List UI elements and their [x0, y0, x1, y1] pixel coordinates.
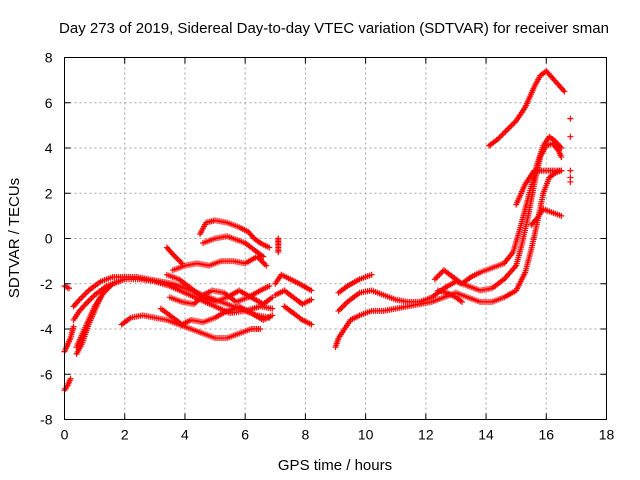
data-point [269, 294, 276, 301]
x-tick-label: 18 [599, 427, 615, 443]
data-point [178, 260, 185, 267]
x-tick-label: 14 [478, 427, 494, 443]
data-point [308, 287, 315, 294]
data-point [75, 297, 82, 304]
data-point [81, 302, 88, 309]
x-tick-label: 10 [358, 427, 374, 443]
data-point [67, 375, 74, 382]
y-tick-label: 0 [45, 231, 53, 247]
data-point [533, 216, 540, 223]
y-tick-label: -4 [40, 321, 53, 337]
data-point [263, 262, 270, 269]
chart-title: Day 273 of 2019, Sidereal Day-to-day VTE… [59, 20, 609, 37]
data-point [558, 145, 565, 151]
data-point [66, 285, 73, 292]
y-tick-label: 6 [45, 95, 53, 111]
data-point [308, 296, 315, 303]
data-point [266, 283, 273, 290]
x-axis-label: GPS time / hours [278, 457, 392, 474]
x-tick-label: 8 [301, 427, 309, 443]
data-point [70, 323, 77, 330]
data-point [269, 312, 276, 319]
data-point [567, 167, 574, 174]
y-tick-label: -8 [40, 412, 53, 428]
y-tick-label: 2 [45, 185, 53, 201]
x-tick-label: 16 [538, 427, 554, 443]
data-point [260, 253, 267, 260]
x-tick-label: 2 [121, 427, 129, 443]
data-point [257, 326, 264, 332]
y-axis-label: SDTVAR / TECUs [6, 178, 23, 298]
data-point [368, 271, 375, 278]
data-point [567, 133, 574, 140]
data-point [269, 305, 276, 312]
x-tick-label: 4 [181, 427, 189, 443]
data-point [567, 115, 574, 122]
data-point [168, 249, 175, 256]
data-point [308, 321, 315, 328]
axis-ticks: 0 2 4 6 8 10 12 14 16 18 -8 -6 -4 -2 0 2 4 6 8 [40, 50, 614, 443]
data-point [567, 178, 574, 185]
data-point [554, 145, 561, 152]
data-point [558, 167, 565, 174]
y-tick-label: 8 [45, 50, 53, 66]
data-point [458, 298, 465, 305]
data-point [558, 212, 565, 219]
data-points [61, 68, 574, 394]
x-tick-label: 0 [61, 427, 69, 443]
data-point [560, 87, 567, 94]
x-tick-label: 12 [418, 427, 434, 443]
data-point [266, 244, 273, 251]
y-tick-label: -6 [40, 366, 53, 382]
y-tick-label: -2 [40, 276, 53, 292]
data-point [557, 143, 564, 150]
x-tick-label: 6 [241, 427, 249, 443]
data-point [115, 278, 122, 285]
data-point [275, 249, 282, 256]
data-point [558, 154, 565, 161]
data-point [97, 294, 104, 301]
data-point [561, 88, 568, 95]
y-tick-label: 4 [45, 140, 53, 156]
